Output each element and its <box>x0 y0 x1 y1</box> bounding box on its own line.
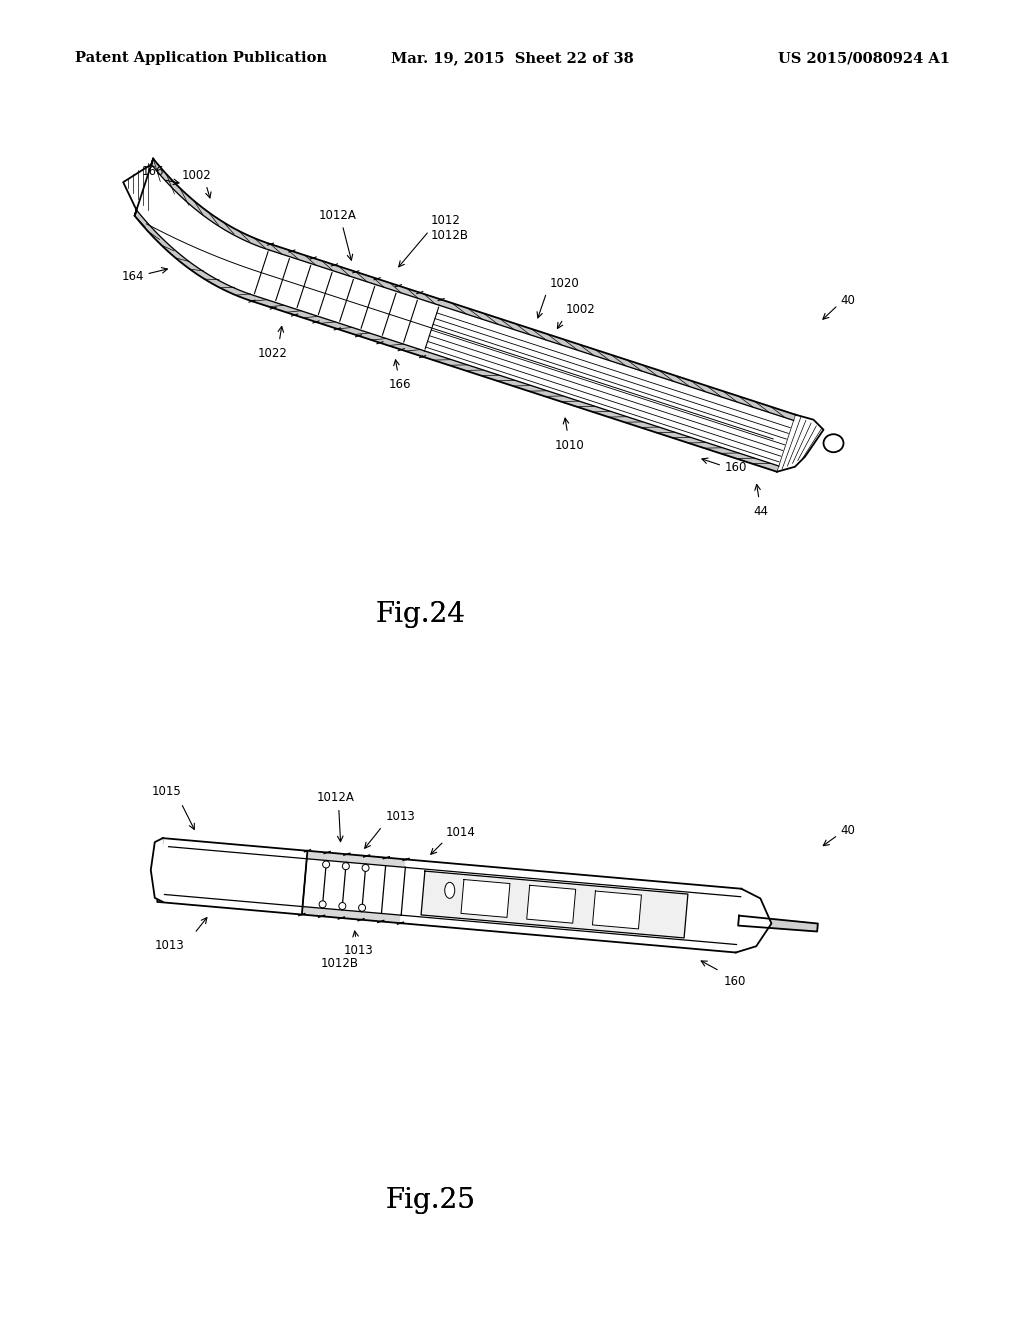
Polygon shape <box>406 859 741 896</box>
Text: 1020: 1020 <box>550 277 580 289</box>
Polygon shape <box>152 158 270 249</box>
Polygon shape <box>151 838 163 902</box>
Polygon shape <box>593 891 641 929</box>
Circle shape <box>339 903 346 909</box>
Text: Fig.25: Fig.25 <box>385 1187 475 1213</box>
Circle shape <box>362 865 369 871</box>
Polygon shape <box>134 210 254 301</box>
Text: 1014: 1014 <box>446 826 476 840</box>
Text: 166: 166 <box>388 378 411 391</box>
Text: 160: 160 <box>725 461 748 474</box>
Polygon shape <box>302 907 401 923</box>
Text: 166: 166 <box>141 165 164 178</box>
Text: 40: 40 <box>840 824 855 837</box>
Text: 1022: 1022 <box>257 347 288 360</box>
Polygon shape <box>158 838 307 915</box>
Text: 1012B: 1012B <box>321 957 358 970</box>
Circle shape <box>342 863 349 870</box>
Text: 1012A: 1012A <box>316 791 354 804</box>
Text: Fig.25: Fig.25 <box>385 1187 475 1213</box>
Circle shape <box>358 904 366 911</box>
Polygon shape <box>400 915 736 953</box>
Text: 1012A: 1012A <box>318 209 356 222</box>
Text: 1012B: 1012B <box>431 228 469 242</box>
Ellipse shape <box>444 882 455 899</box>
Text: 1002: 1002 <box>565 302 595 315</box>
Polygon shape <box>423 351 779 471</box>
Ellipse shape <box>823 434 844 453</box>
Polygon shape <box>736 888 771 953</box>
Text: 1013: 1013 <box>344 944 374 957</box>
Text: 1012: 1012 <box>431 214 461 227</box>
Circle shape <box>319 900 326 908</box>
Text: 1010: 1010 <box>555 440 585 453</box>
Polygon shape <box>307 851 407 867</box>
Polygon shape <box>439 300 796 420</box>
Text: Patent Application Publication: Patent Application Publication <box>75 51 327 65</box>
Text: 1002: 1002 <box>181 169 211 182</box>
Text: 1015: 1015 <box>152 785 181 799</box>
Text: US 2015/0080924 A1: US 2015/0080924 A1 <box>778 51 950 65</box>
Text: Fig.24: Fig.24 <box>375 602 465 628</box>
Text: Mar. 19, 2015  Sheet 22 of 38: Mar. 19, 2015 Sheet 22 of 38 <box>390 51 634 65</box>
Polygon shape <box>252 296 425 356</box>
Polygon shape <box>777 414 823 471</box>
Text: 44: 44 <box>754 506 769 519</box>
Circle shape <box>323 861 330 869</box>
Polygon shape <box>461 879 510 917</box>
Polygon shape <box>268 244 441 305</box>
Text: 40: 40 <box>840 293 855 306</box>
Polygon shape <box>421 871 688 939</box>
Text: 164: 164 <box>121 269 143 282</box>
Text: 160: 160 <box>724 975 746 987</box>
Polygon shape <box>738 916 818 932</box>
Text: 1013: 1013 <box>385 810 415 824</box>
Polygon shape <box>123 158 154 215</box>
Text: Fig.24: Fig.24 <box>375 602 465 628</box>
Polygon shape <box>526 886 575 923</box>
Text: 1013: 1013 <box>155 940 184 953</box>
